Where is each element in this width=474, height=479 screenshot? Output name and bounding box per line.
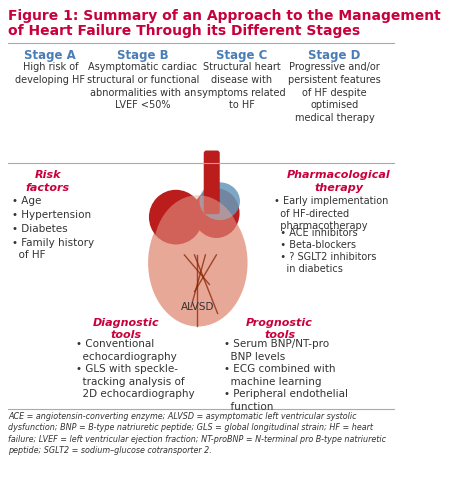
Text: • Hypertension: • Hypertension	[11, 210, 91, 220]
Text: • Conventional
  echocardiography: • Conventional echocardiography	[75, 340, 176, 362]
Text: of Heart Failure Through its Different Stages: of Heart Failure Through its Different S…	[8, 24, 360, 38]
Text: Stage C: Stage C	[216, 49, 267, 62]
Text: • ACE inhibitors: • ACE inhibitors	[273, 228, 357, 238]
Text: • Beta-blockers: • Beta-blockers	[273, 240, 356, 250]
Ellipse shape	[193, 188, 239, 238]
Text: Pharmacological
therapy: Pharmacological therapy	[287, 171, 391, 193]
Text: • ? SGLT2 inhibitors
    in diabetics: • ? SGLT2 inhibitors in diabetics	[273, 252, 376, 274]
Text: Stage A: Stage A	[25, 49, 76, 62]
Ellipse shape	[149, 190, 203, 244]
Ellipse shape	[200, 182, 240, 220]
Text: ALVSD: ALVSD	[181, 302, 215, 312]
FancyBboxPatch shape	[204, 150, 220, 214]
Text: Asymptomatic cardiac
structural or functional
abnormalities with an
LVEF <50%: Asymptomatic cardiac structural or funct…	[87, 62, 199, 111]
Text: Stage B: Stage B	[117, 49, 169, 62]
Text: Risk
factors: Risk factors	[26, 171, 70, 193]
Text: • Diabetes: • Diabetes	[11, 224, 67, 234]
Ellipse shape	[154, 195, 242, 305]
Text: High risk of
developing HF: High risk of developing HF	[15, 62, 85, 85]
Text: • ECG combined with
  machine learning: • ECG combined with machine learning	[224, 364, 336, 387]
Text: • Age: • Age	[11, 196, 41, 206]
Text: Figure 1: Summary of an Approach to the Management: Figure 1: Summary of an Approach to the …	[8, 10, 441, 23]
Text: • Early implementation
  of HF-directed
  pharmacotherapy: • Early implementation of HF-directed ph…	[273, 196, 388, 231]
Text: • Family history
  of HF: • Family history of HF	[11, 238, 94, 261]
Text: Structural heart
disease with
symptoms related
to HF: Structural heart disease with symptoms r…	[197, 62, 286, 111]
Text: • Peripheral endothelial
  function: • Peripheral endothelial function	[224, 389, 348, 411]
Text: Diagnostic
tools: Diagnostic tools	[93, 318, 159, 340]
Ellipse shape	[148, 199, 247, 327]
Text: • GLS with speckle-
  tracking analysis of
  2D echocardiography: • GLS with speckle- tracking analysis of…	[75, 364, 194, 399]
Text: ACE = angiotensin-converting enzyme; ALVSD = asymptomatic left ventricular systo: ACE = angiotensin-converting enzyme; ALV…	[8, 412, 386, 456]
Text: Stage D: Stage D	[308, 49, 361, 62]
Text: Progressive and/or
persistent features
of HF despite
optimised
medical therapy: Progressive and/or persistent features o…	[288, 62, 381, 123]
Text: Prognostic
tools: Prognostic tools	[246, 318, 313, 340]
Text: • Serum BNP/NT-pro
  BNP levels: • Serum BNP/NT-pro BNP levels	[224, 340, 329, 362]
